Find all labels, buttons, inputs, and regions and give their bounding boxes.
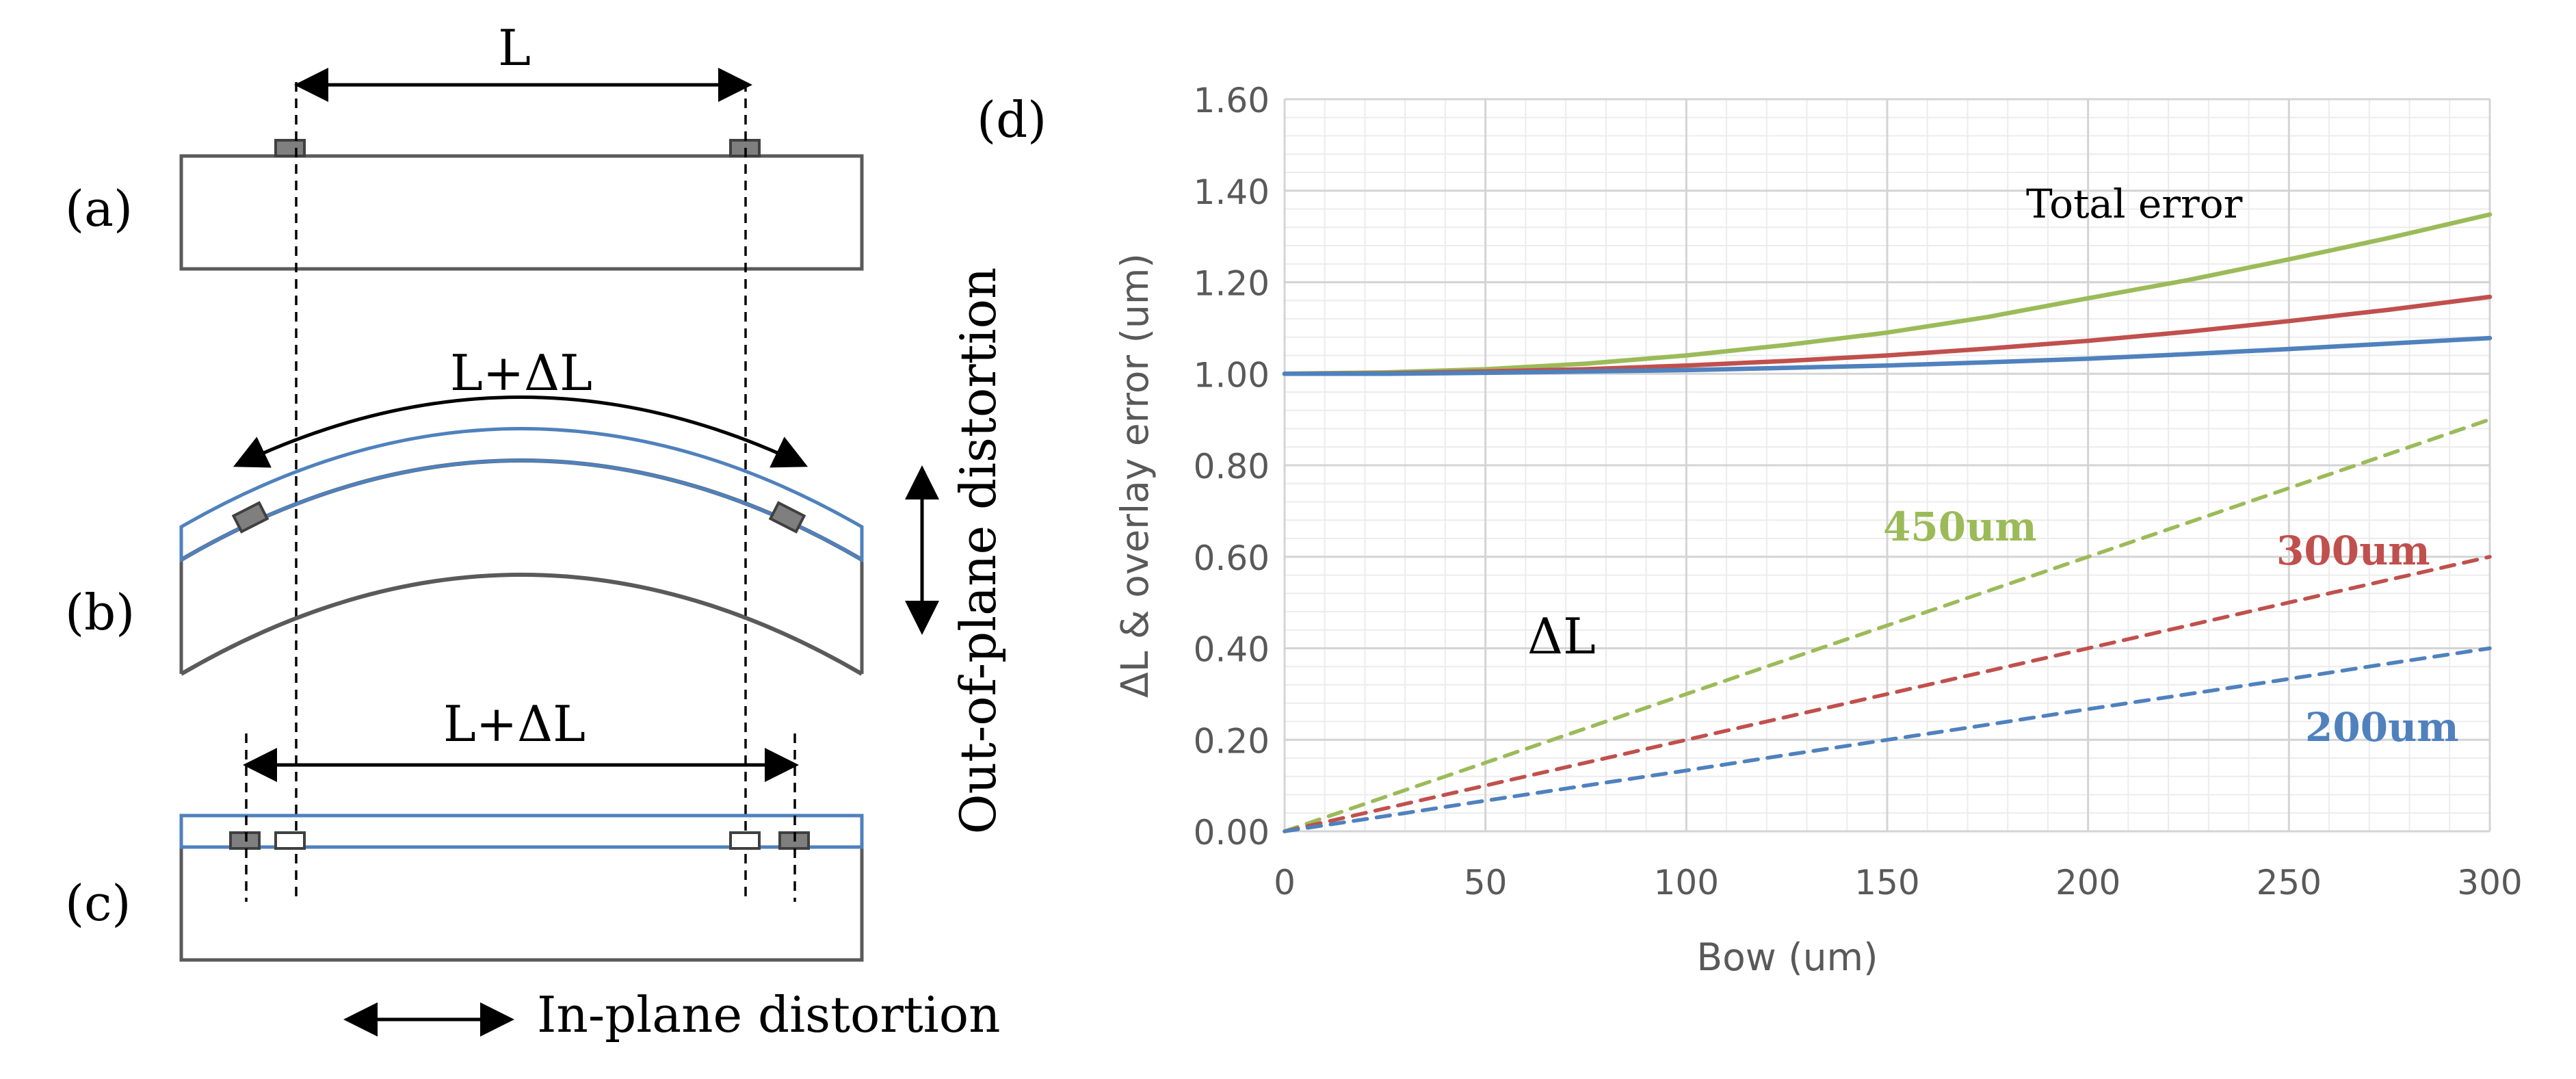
alignment-mark-left-b [231,501,270,534]
bent-film-layer [179,427,864,563]
x-tick-label: 250 [2257,863,2322,902]
distortion-diagram: (a) L (b) L+ΔL Out-of-plane distortion [65,19,1007,1043]
film-layer-c [179,814,864,849]
y-tick-labels: 0.00 0.20 0.40 0.60 0.80 1.00 1.20 1.40 1.60 [1194,81,1270,853]
y-tick-label: 0.00 [1194,813,1270,853]
out-of-plane-label: Out-of-plane distortion [949,268,1007,835]
y-tick-label: 1.20 [1194,264,1270,304]
arc-length-arrow [233,395,809,468]
x-tick-label: 50 [1464,863,1508,902]
original-mark-right-c [729,831,761,850]
distorted-mark-left-c [229,831,261,850]
total-error-line-450um [1282,212,2493,376]
grid-major [1283,98,2491,833]
annotation-200um: 200um [2305,704,2459,751]
alignment-mark-left-a [274,139,306,157]
original-mark-left-c [274,831,306,850]
y-axis-title: ΔL & overlay error (um) [1113,253,1157,698]
bent-wafer-bottom [180,573,863,676]
in-plane-label: In-plane distortion [537,986,1001,1043]
panel-b-label: (b) [65,584,135,641]
x-tick-label: 150 [1854,863,1919,902]
alignment-mark-right-b [768,501,806,534]
y-tick-label: 1.60 [1194,81,1270,120]
y-tick-label: 0.20 [1194,721,1270,761]
y-tick-label: 0.60 [1194,538,1270,578]
x-tick-label: 300 [2457,863,2522,902]
delta-l-line-300um [1283,555,2492,833]
y-tick-label: 0.40 [1194,630,1270,670]
annotation-300um: 300um [2276,528,2430,574]
x-axis-title: Bow (um) [1696,935,1878,979]
x-tick-label: 200 [2055,863,2120,902]
annotation-total-error: Total error [2026,181,2243,227]
delta-l-line-200um [1283,646,2492,833]
length-label-l: L [498,19,531,77]
panel-c: (c) L+ΔL In-plane distortion [65,695,1001,1043]
y-tick-label: 0.80 [1194,447,1270,486]
panel-d-label: (d) [977,91,1047,148]
annotation-delta-l: ΔL [1527,608,1596,665]
series-lines [1282,212,2493,833]
panel-c-label: (c) [65,874,131,932]
panel-b: (b) L+ΔL Out-of-plane distortion [65,268,1007,835]
x-tick-label: 100 [1654,863,1719,902]
wafer-flat-a [179,154,864,271]
panel-a: (a) L [65,19,864,271]
y-tick-label: 1.40 [1194,172,1270,212]
total-error-line-200um [1282,335,2493,376]
annotation-450um: 450um [1883,504,2037,550]
x-tick-label: 0 [1274,863,1296,902]
y-tick-label: 1.00 [1194,355,1270,395]
flat-length-label: L+ΔL [443,695,586,753]
x-tick-labels: 0 50 100 150 200 250 300 [1274,863,2523,902]
chart-d: (d) 0.00 0.20 0.40 0.60 0.80 1.00 1.20 1.40 1.60… [977,81,2523,979]
arc-length-label: L+ΔL [450,344,592,402]
delta-l-line-450um [1283,417,2492,833]
panel-a-label: (a) [65,180,133,237]
wafer-flat-c [179,845,864,962]
